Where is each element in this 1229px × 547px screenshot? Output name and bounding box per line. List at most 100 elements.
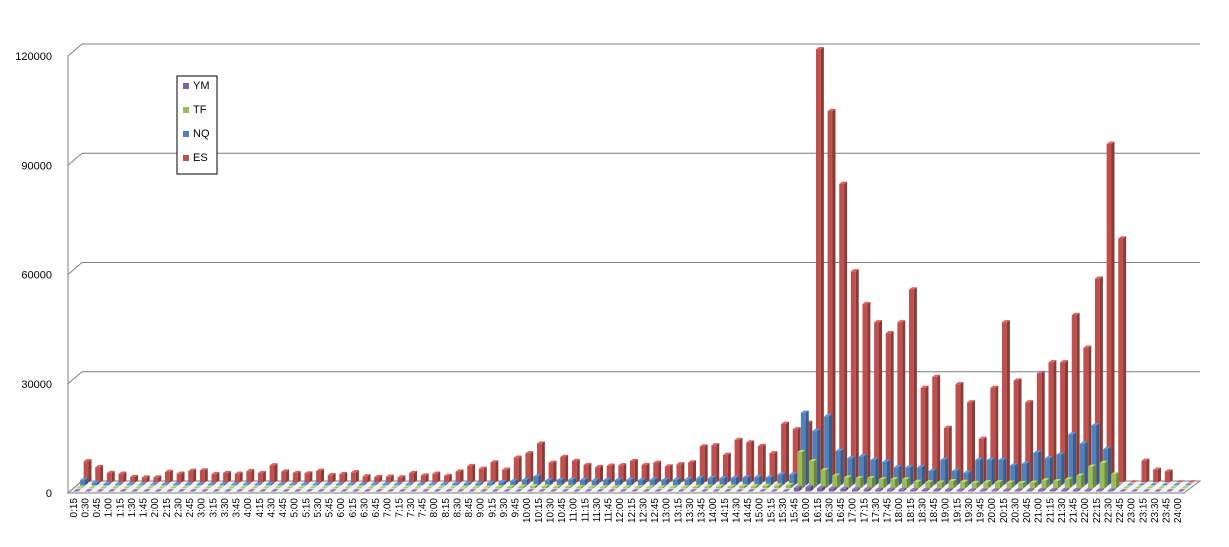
bar-nq <box>300 482 309 486</box>
bar-nq <box>754 474 763 486</box>
bar-es <box>513 455 522 483</box>
bar-nq <box>266 481 275 486</box>
gridline-side <box>67 152 83 166</box>
legend-label: NQ <box>193 128 210 140</box>
bar-tf <box>343 486 352 489</box>
bar-ym <box>293 489 302 492</box>
bar-tf <box>599 485 608 489</box>
bar-tf <box>250 486 259 489</box>
bar-ym <box>724 489 733 492</box>
bar-tf <box>564 484 573 489</box>
bar-tf <box>99 486 108 489</box>
x-tick-label: 13:15 <box>673 498 684 523</box>
bar-es <box>699 444 708 483</box>
bar-es <box>560 454 569 483</box>
bar-ym <box>398 489 407 492</box>
bar-nq <box>986 457 995 486</box>
x-tick-label: 1:00 <box>104 498 115 518</box>
bar-nq <box>940 457 949 486</box>
x-tick-label: 1:45 <box>139 498 150 518</box>
bar-ym <box>910 487 919 492</box>
bar-nq <box>707 476 716 486</box>
x-tick-label: 14:30 <box>731 498 742 523</box>
x-tick-label: 2:45 <box>185 498 196 518</box>
bar-tf <box>436 486 445 489</box>
bar-nq <box>173 482 182 486</box>
x-tick-label: 12:30 <box>638 498 649 523</box>
x-tick-label: 7:45 <box>418 498 429 518</box>
x-tick-label: 8:30 <box>452 498 463 518</box>
bar-nq <box>731 475 740 486</box>
bar-es <box>595 465 604 483</box>
bar-nq <box>207 482 216 486</box>
bar-es <box>525 451 534 483</box>
x-tick-label: 21:45 <box>1069 498 1080 523</box>
bar-tf <box>750 484 759 489</box>
bar-tf <box>1006 480 1015 489</box>
bar-tf <box>739 484 748 489</box>
bar-nq <box>579 477 588 486</box>
bar-tf <box>1029 480 1038 489</box>
bar-es <box>757 443 766 483</box>
bar-es <box>1129 480 1138 483</box>
bar-nq <box>963 470 972 486</box>
bar-nq <box>684 477 693 486</box>
x-tick-label: 19:15 <box>952 498 963 523</box>
bar-nq <box>1068 432 1077 486</box>
bar-nq <box>1056 452 1065 486</box>
bar-es <box>223 470 232 483</box>
bar-ym <box>700 489 709 492</box>
bar-nq <box>591 478 600 486</box>
grid-lines <box>67 43 1200 494</box>
bar-tf <box>1157 486 1166 489</box>
bar-nq <box>1126 483 1135 486</box>
bar-es <box>536 441 545 483</box>
bar-nq <box>777 472 786 486</box>
bar-tf <box>983 480 992 489</box>
x-tick-label: 7:30 <box>406 498 417 518</box>
x-tick-label: 3:30 <box>220 498 231 518</box>
x-tick-label: 23:00 <box>1127 498 1138 523</box>
bar-tf <box>1180 486 1189 489</box>
x-tick-label: 23:45 <box>1162 498 1173 523</box>
bar-es <box>385 474 394 483</box>
bar-tf <box>843 475 852 489</box>
bar-es <box>932 374 941 483</box>
bar-tf <box>611 485 620 489</box>
x-tick-label: 17:15 <box>859 498 870 523</box>
legend-swatch <box>183 131 189 137</box>
bar-nq <box>1033 450 1042 486</box>
bar-nq <box>149 482 158 486</box>
bar-ym <box>561 489 570 492</box>
gridline-side <box>67 371 83 385</box>
bar-nq <box>312 482 321 486</box>
bar-nq <box>975 457 984 486</box>
legend-swatch <box>183 155 189 161</box>
bar-nq <box>928 468 937 486</box>
x-tick-label: 8:15 <box>441 498 452 518</box>
x-tick-label: 14:00 <box>708 498 719 523</box>
bar-ym <box>212 489 221 492</box>
bar-nq <box>463 481 472 486</box>
bar-nq <box>103 481 112 486</box>
x-tick-label: 22:45 <box>1115 498 1126 523</box>
bar-ym <box>991 488 1000 492</box>
bar-tf <box>808 458 817 489</box>
bar-ym <box>410 489 419 492</box>
bar-es <box>374 474 383 483</box>
bar-nq <box>742 475 751 486</box>
bar-nq <box>893 465 902 486</box>
bar-es <box>920 385 929 483</box>
bar-nq <box>417 482 426 486</box>
bar-es <box>1001 320 1010 483</box>
bar-nq <box>905 465 914 486</box>
y-axis: 0 30000 60000 90000 120000 <box>15 51 52 500</box>
x-tick-label: 9:00 <box>476 498 487 518</box>
bar-es <box>653 460 662 483</box>
bar-nq <box>847 455 856 486</box>
bar-tf <box>1169 486 1178 489</box>
bar-es <box>664 464 673 483</box>
bar-es <box>1118 236 1127 483</box>
bar-nq <box>603 477 612 486</box>
bar-nq <box>359 482 368 486</box>
